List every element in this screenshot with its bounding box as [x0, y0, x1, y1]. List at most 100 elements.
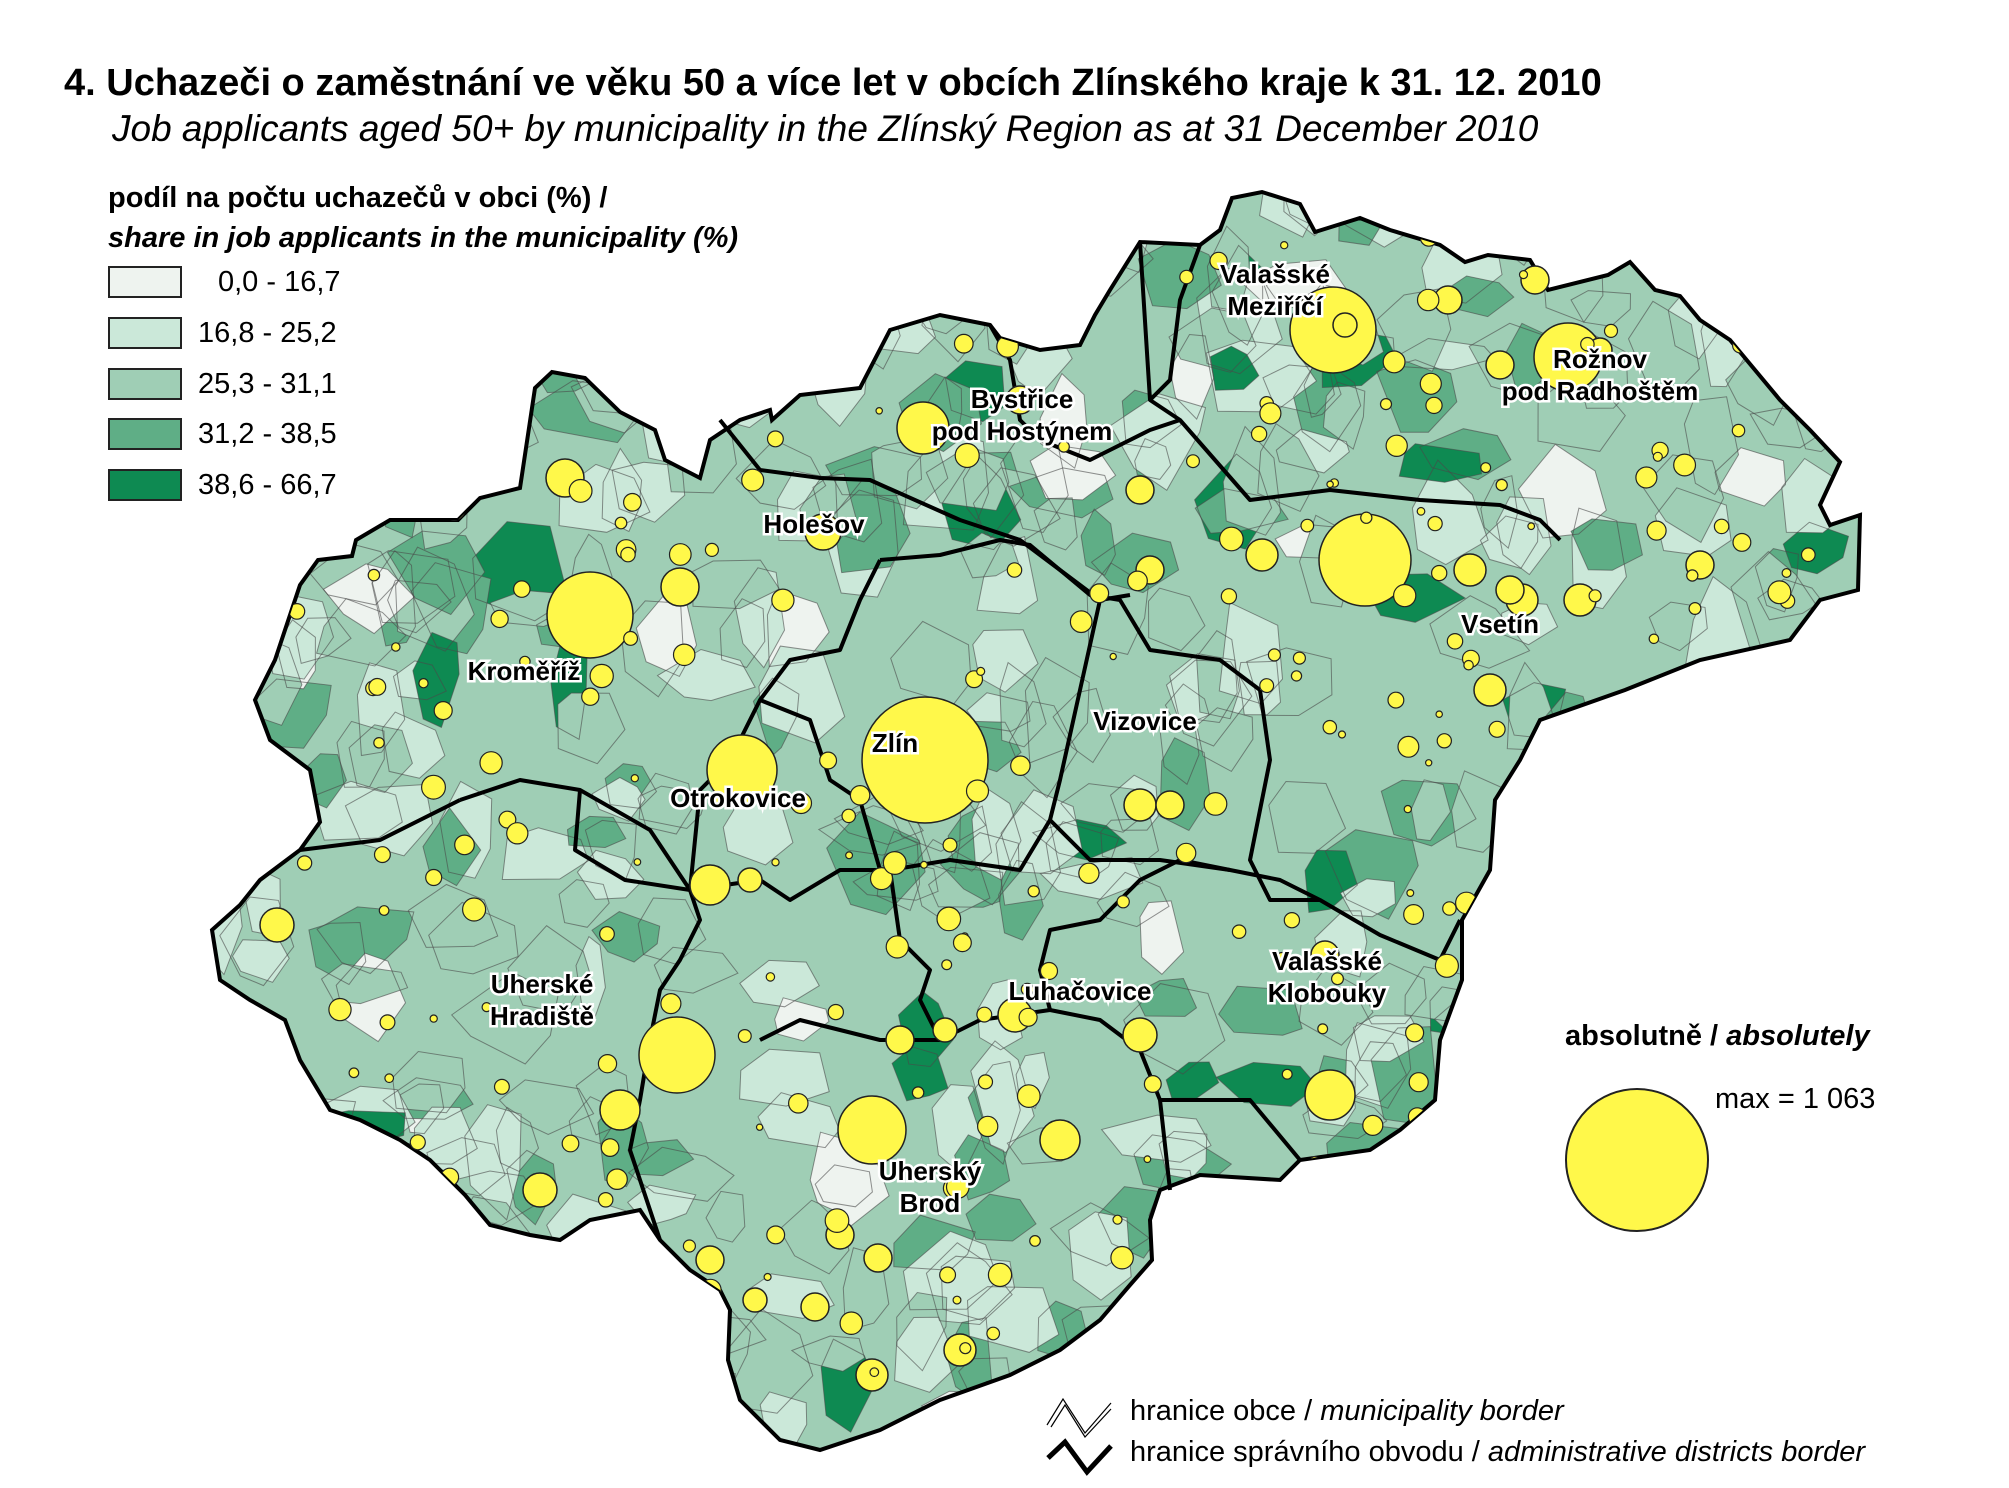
municipality-area: [232, 939, 290, 983]
applicant-circle-small: [1127, 570, 1148, 592]
applicant-circle: [1122, 1017, 1158, 1053]
municipality-area: [1034, 497, 1078, 550]
applicant-circle-small: [421, 774, 447, 800]
applicant-circle-small: [845, 851, 854, 860]
municipality-border: [925, 445, 1010, 512]
municipality-border: [293, 1330, 385, 1382]
town-label: Vsetín: [1461, 609, 1539, 639]
municipality-area: [1663, 856, 1712, 959]
municipality-border: [1754, 548, 1799, 613]
municipality-border: [558, 879, 610, 928]
municipality-area: [1490, 1339, 1528, 1388]
municipality-area: [972, 629, 1038, 693]
municipality-border: [1510, 1107, 1563, 1181]
applicant-circle-small: [373, 736, 385, 749]
applicant-circle-small: [1435, 710, 1444, 719]
district-border: [1248, 689, 1320, 902]
applicant-circle-small: [351, 1353, 373, 1375]
municipality-border: [1591, 1374, 1679, 1434]
municipality-border: [1434, 1138, 1530, 1196]
municipality-area: [1496, 496, 1551, 575]
municipality-area: [1502, 1030, 1545, 1088]
applicant-circle: [742, 1287, 768, 1313]
applicant-circle-small: [258, 534, 275, 551]
municipality-border: [1432, 1298, 1476, 1397]
municipality-border: [1683, 396, 1740, 496]
municipality-area: [958, 1381, 1041, 1450]
municipality-area: [638, 773, 693, 834]
applicant-circle-small: [479, 751, 503, 775]
town-label-line: Bystřice: [971, 384, 1074, 414]
municipality-border: [1275, 428, 1350, 474]
applicant-circle-small: [945, 1174, 970, 1199]
municipality-area: [1714, 1236, 1762, 1325]
municipality-border: [1419, 428, 1512, 481]
applicant-circle-small: [440, 263, 452, 276]
municipality-border: [1769, 254, 1847, 351]
applicant-circle-small: [1800, 547, 1816, 563]
applicant-circle-small: [630, 774, 640, 783]
municipality-border: [389, 1292, 432, 1362]
municipality-area: [1519, 928, 1588, 1005]
municipality-area: [919, 263, 961, 306]
applicant-circle-small: [959, 1342, 972, 1355]
municipality-border: [1246, 647, 1333, 717]
applicant-circle-small: [1463, 659, 1474, 671]
applicant-circle: [1289, 286, 1377, 374]
town-label: Rožnov pod Radhoštěm: [1502, 344, 1698, 406]
applicant-circle-small: [368, 677, 387, 696]
applicant-circle-small: [1419, 372, 1442, 395]
municipality-border: [1582, 803, 1669, 854]
municipality-border: [428, 901, 519, 975]
municipality-border: [1806, 739, 1858, 817]
applicant-circle-small: [1404, 1023, 1425, 1043]
municipality-border: [1314, 910, 1368, 978]
applicant-circle: [885, 1025, 915, 1055]
municipality-border: [589, 1254, 679, 1305]
municipality-border: [951, 192, 1068, 238]
applicant-circle-small: [1220, 588, 1238, 605]
applicant-circle-small: [1337, 730, 1347, 739]
municipality-border: [1548, 927, 1626, 972]
municipality-border: [511, 1348, 573, 1397]
applicant-circle-small: [1732, 532, 1752, 552]
municipality-border: [649, 316, 745, 368]
district-border: [688, 559, 882, 891]
municipality-border: [918, 262, 962, 307]
legend-label-3: 25,3 - 31,1: [198, 368, 337, 400]
legend-swatch-1: [108, 266, 182, 298]
applicant-circle-small: [1479, 227, 1504, 253]
town-label-line: Zlín: [872, 728, 918, 758]
applicant-circle-small: [1185, 454, 1200, 469]
town-label: Holešov: [763, 509, 865, 539]
municipality-area: [976, 225, 1061, 281]
municipality-border: [1333, 1200, 1421, 1265]
applicant-circle-small: [1032, 248, 1050, 266]
municipality-area: [592, 777, 646, 822]
town-label-line: Brod: [900, 1188, 961, 1218]
municipality-area: [1488, 1320, 1531, 1364]
applicant-circle-small: [941, 959, 953, 971]
municipality-area: [1572, 1271, 1661, 1351]
municipality-area: [1571, 518, 1643, 571]
applicant-circle-small: [1387, 691, 1405, 709]
applicant-circle-small: [515, 1366, 530, 1381]
municipality-area: [1720, 1386, 1795, 1431]
legend-label-1: 0,0 - 16,7: [218, 266, 341, 298]
applicant-circle-small: [433, 700, 453, 721]
municipality-border: [1537, 378, 1626, 452]
municipality-border: [950, 1393, 1014, 1450]
municipality-border: [316, 906, 415, 975]
municipality-border: [1283, 192, 1354, 237]
applicant-circle-small: [827, 1003, 845, 1021]
municipality-area: [1196, 707, 1253, 772]
applicant-circle-small: [977, 1074, 994, 1090]
applicant-circle-small: [1114, 1340, 1131, 1356]
applicant-circle: [546, 571, 634, 659]
municipality-area: [379, 400, 435, 457]
max-value-label: max = 1 063: [1715, 1083, 1876, 1115]
municipality-area: [212, 1372, 276, 1450]
applicant-circle-small: [1743, 869, 1761, 887]
applicant-circle-small: [1419, 228, 1439, 247]
applicant-circle-small: [1454, 891, 1478, 915]
